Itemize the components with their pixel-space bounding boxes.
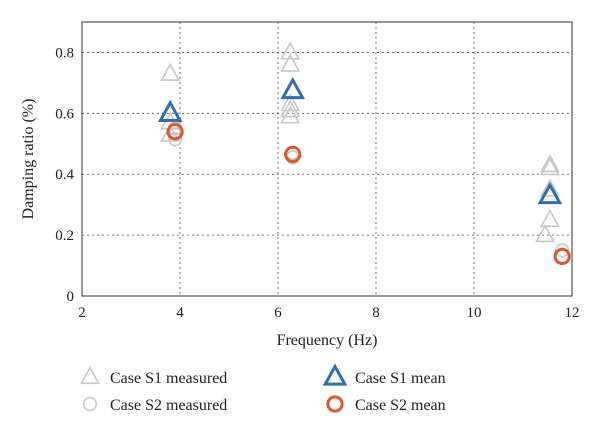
series-case-s1-measured	[160, 41, 560, 243]
mean-point-3-2	[553, 247, 571, 266]
legend-label: Case S1 measured	[110, 370, 227, 387]
measured-point-0-8	[280, 105, 301, 124]
y-tick-label: 0.6	[55, 106, 74, 122]
legend-label: Case S1 mean	[355, 370, 446, 387]
legend-item: Case S1 mean	[322, 363, 446, 387]
legend-label: Case S2 measured	[110, 397, 227, 414]
measured-point-0-6	[280, 93, 301, 112]
legend-circle-icon	[326, 395, 344, 413]
x-axis-title: Frequency (Hz)	[277, 332, 378, 349]
plot-frame	[81, 21, 573, 297]
legend-item: Case S1 measured	[80, 366, 227, 387]
measured-point-0-0	[160, 62, 181, 81]
mean-point-2-1	[280, 76, 306, 100]
measured-point-0-12	[539, 208, 560, 227]
legend: Case S1 measured Case S1 mean Case S2 meas…	[80, 363, 446, 414]
x-axis-ticks: 2 4 6 8 10 12	[78, 305, 579, 321]
mean-point-3-1	[284, 145, 302, 164]
measured-point-0-7	[280, 99, 301, 118]
y-tick-label: 0.4	[55, 167, 74, 183]
y-axis-ticks: 0 0.2 0.4 0.6 0.8	[55, 45, 74, 305]
legend-item: Case S2 mean	[326, 395, 446, 414]
x-tick-label: 10	[467, 305, 482, 321]
legend-label: Case S2 mean	[355, 397, 446, 414]
data-points	[157, 41, 571, 266]
x-tick-label: 2	[78, 305, 86, 321]
measured-point-1-2	[168, 132, 183, 147]
legend-triangle-icon	[80, 366, 100, 385]
legend-item: Case S2 measured	[82, 396, 227, 414]
measured-point-0-13	[535, 224, 556, 243]
x-tick-label: 8	[372, 305, 380, 321]
x-tick-label: 12	[565, 305, 580, 321]
x-tick-label: 6	[274, 305, 282, 321]
x-tick-label: 4	[176, 305, 184, 321]
mean-point-2-0	[157, 99, 183, 122]
mean-point-3-0	[166, 122, 184, 141]
measured-point-0-4	[280, 41, 301, 60]
y-axis-title: Damping ratio (%)	[20, 99, 37, 220]
series-case-s1-mean	[157, 76, 563, 205]
y-tick-label: 0.2	[55, 228, 74, 244]
y-tick-label: 0	[67, 289, 75, 305]
legend-circle-icon	[82, 396, 98, 412]
measured-point-0-9	[539, 154, 560, 173]
grid-lines	[82, 22, 572, 296]
measured-point-0-10	[539, 157, 560, 176]
y-tick-label: 0.8	[55, 45, 74, 61]
series-case-s2-measured	[168, 121, 570, 264]
measured-point-0-5	[280, 53, 301, 72]
legend-triangle-icon	[322, 363, 348, 386]
series-case-s2-mean	[166, 122, 571, 266]
mean-point-2-2	[537, 181, 563, 205]
measured-point-0-11	[539, 178, 560, 197]
measured-point-1-5	[555, 243, 570, 258]
